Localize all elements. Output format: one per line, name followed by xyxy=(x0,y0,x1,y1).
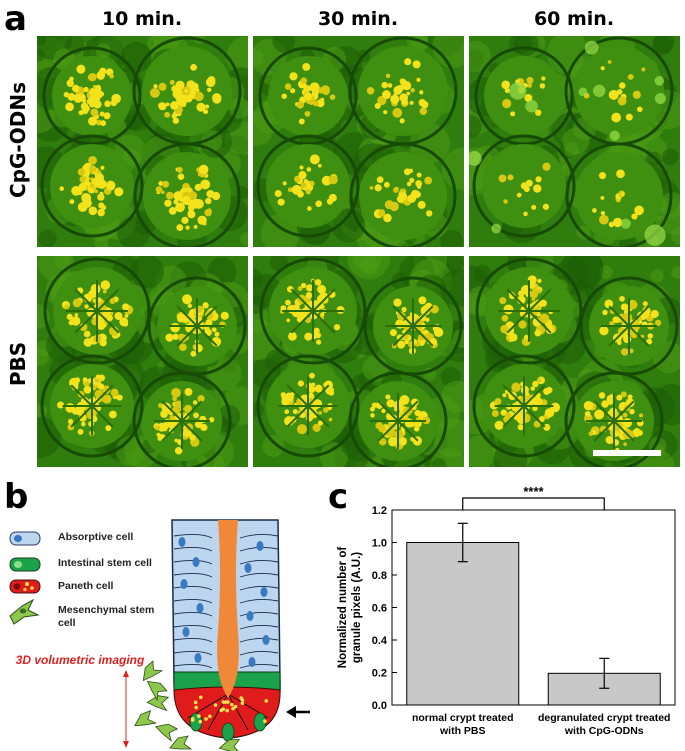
absorptive-cell-icon xyxy=(9,531,41,546)
y-tick-label: 0.2 xyxy=(372,668,387,680)
y-tick-label: 0.6 xyxy=(372,603,387,615)
scale-bar xyxy=(593,450,661,456)
arrow-head xyxy=(286,706,296,718)
crypt-structure xyxy=(171,519,281,742)
legend-label-absorptive: Absorptive cell xyxy=(58,531,134,543)
y-tick-label: 0.0 xyxy=(372,700,387,712)
micrograph-pbs-60min xyxy=(469,256,680,467)
bar-chart: 0.0 0.2 0.4 0.6 0.8 1.0 1.2 Normalized number o… xyxy=(337,484,676,737)
panel-label-a: a xyxy=(4,0,27,39)
imaging-label: 3D volumetric imaging xyxy=(15,653,145,667)
row-title-pbs: PBS xyxy=(6,341,30,387)
significance-bracket xyxy=(462,497,605,510)
crypt-diagram xyxy=(123,519,310,751)
legend-icons xyxy=(9,531,41,625)
row-title-cpg-odns: CpG-ODNs xyxy=(6,82,30,198)
x-category-label: normal crypt treated with PBS xyxy=(412,712,514,737)
micrograph-cpg-30min xyxy=(253,36,464,247)
panel-label-b: b xyxy=(4,477,29,517)
y-tick-label: 0.4 xyxy=(372,635,388,647)
paneth-cell-icon xyxy=(9,579,41,594)
x-category-label: degranulated crypt treated with CpG-ODNs xyxy=(538,712,670,737)
column-title-60min: 60 min. xyxy=(533,8,615,30)
legend-label-paneth: Paneth cell xyxy=(58,580,114,592)
micrograph-pbs-10min xyxy=(37,256,248,467)
y-tick-label: 1.2 xyxy=(372,505,387,517)
y-tick-label: 1.0 xyxy=(372,538,387,550)
micrograph-pbs-30min xyxy=(253,256,464,467)
y-axis-label: Normalized number of granule pixels (A.U.… xyxy=(337,547,363,669)
y-tick-label: 0.8 xyxy=(372,570,387,582)
significance-label: **** xyxy=(523,484,544,499)
stem-cell-icon xyxy=(9,557,41,572)
column-title-10min: 10 min. xyxy=(101,8,183,30)
micrograph-cpg-10min xyxy=(37,36,248,247)
panel-label-c: c xyxy=(328,477,349,517)
mesenchymal-cell-icon xyxy=(9,598,40,625)
column-title-30min: 30 min. xyxy=(317,8,399,30)
legend-label-mesenchymal: Mesenchymal stem cell xyxy=(58,604,155,630)
micrograph-cpg-60min xyxy=(469,36,680,247)
bar xyxy=(406,542,520,706)
legend-label-stem: Intestinal stem cell xyxy=(58,557,152,569)
mesenchymal-cells xyxy=(134,660,242,751)
